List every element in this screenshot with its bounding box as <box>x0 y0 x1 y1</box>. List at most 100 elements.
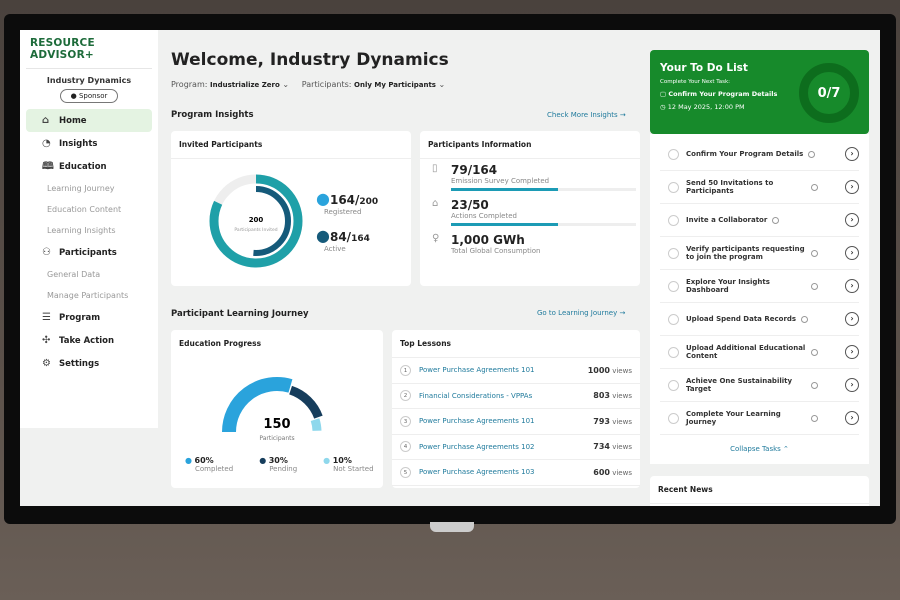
help-icon <box>811 381 818 389</box>
gauge-value: 150 <box>263 417 290 432</box>
sidebar-item-label: Insights <box>59 138 98 149</box>
help-icon <box>811 249 818 257</box>
task-checkbox[interactable] <box>668 379 679 391</box>
task-item[interactable]: Explore Your Insights Dashboard › <box>660 270 859 303</box>
task-checkbox[interactable] <box>668 181 679 193</box>
top-lessons-card: Top Lessons 1 Power Purchase Agreements 1… <box>392 330 640 488</box>
lesson-row[interactable]: 2 Financial Considerations - VPPAs 803 vie… <box>392 384 640 409</box>
task-item[interactable]: Upload Spend Data Records › <box>660 303 859 336</box>
task-item[interactable]: Upload Additional Educational Content › <box>660 336 859 369</box>
next-task[interactable]: ▢ Confirm Your Program Details <box>660 90 778 98</box>
house-icon: ⌂ <box>432 198 439 209</box>
next-task-label: Complete Your Next Task: <box>660 79 731 85</box>
card-title: Invited Participants <box>171 131 411 159</box>
list-icon: ☰ <box>42 312 51 323</box>
chevron-right-icon[interactable]: › <box>845 312 859 326</box>
sidebar-subitem[interactable]: General Data <box>47 270 101 279</box>
help-icon <box>801 315 809 323</box>
participants-select[interactable]: Only My Participants <box>354 81 436 89</box>
progress-bar <box>451 223 636 226</box>
task-checkbox[interactable] <box>668 247 679 259</box>
task-item[interactable]: Send 50 Invitations to Participants › <box>660 171 859 204</box>
chevron-right-icon[interactable]: › <box>845 411 859 425</box>
chevron-right-icon[interactable]: › <box>845 279 859 293</box>
check-more-insights-link[interactable]: Check More Insights → <box>547 111 626 119</box>
task-checkbox[interactable] <box>668 313 679 325</box>
sidebar-item-label: Participants <box>59 247 117 258</box>
info-stat: ▯ 79/164 Emission Survey Completed <box>432 163 640 191</box>
todo-list: Confirm Your Program Details › Send 50 Inv… <box>650 134 869 464</box>
help-icon <box>811 183 818 191</box>
participants-label: Participants: <box>301 80 352 89</box>
sidebar-item[interactable]: ⚙ Settings <box>26 352 152 375</box>
home-icon: ⌂ <box>42 115 50 126</box>
sidebar-subitem[interactable]: Learning Journey <box>47 184 115 193</box>
users-icon: ⚇ <box>42 247 51 258</box>
task-checkbox[interactable] <box>668 412 679 424</box>
sidebar: RESOURCE ADVISOR+ Industry Dynamics ● Sp… <box>20 30 158 428</box>
section-title: Participant Learning Journey <box>171 309 309 319</box>
todo-title: Your To Do List <box>660 62 748 74</box>
recent-news-card: Recent News <box>650 476 869 506</box>
sidebar-item[interactable]: ✣ Take Action <box>26 329 152 352</box>
sidebar-subitem[interactable]: Education Content <box>47 205 122 214</box>
program-select[interactable]: Industrialize Zero <box>210 81 280 89</box>
sidebar-item[interactable]: ⌂ Home <box>26 109 152 132</box>
collapse-tasks-button[interactable]: Collapse Tasks ⌃ <box>730 445 789 453</box>
sidebar-subitem[interactable]: Learning Insights <box>47 226 116 235</box>
center-value: 200 <box>249 216 264 224</box>
registered-arc <box>209 174 303 268</box>
sidebar-item[interactable]: ☰ Program <box>26 306 152 329</box>
chevron-right-icon[interactable]: › <box>845 180 859 194</box>
lesson-row[interactable]: 4 Power Purchase Agreements 102 734 views <box>392 435 640 460</box>
active-stat: ●84/164 Active <box>316 226 370 253</box>
card-title: Top Lessons <box>392 330 640 358</box>
task-item[interactable]: Complete Your Learning Journey › <box>660 402 859 435</box>
chevron-right-icon[interactable]: › <box>845 246 859 260</box>
go-to-learning-journey-link[interactable]: Go to Learning Journey → <box>537 309 626 317</box>
screen: RESOURCE ADVISOR+ Industry Dynamics ● Sp… <box>20 30 880 506</box>
sidebar-item-label: Education <box>59 161 107 172</box>
task-checkbox[interactable] <box>668 346 679 358</box>
sidebar-item[interactable]: 🕮 Education <box>26 155 152 178</box>
info-stat: ⌂ 23/50 Actions Completed <box>432 198 640 226</box>
task-item[interactable]: Invite a Collaborator › <box>660 204 859 237</box>
puzzle-icon: ✣ <box>42 335 51 346</box>
sidebar-item[interactable]: ◔ Insights <box>26 132 152 155</box>
lesson-row[interactable]: 3 Power Purchase Agreements 101 793 views <box>392 409 640 435</box>
lesson-row[interactable]: 1 Power Purchase Agreements 101 1000 views <box>392 358 640 384</box>
task-item[interactable]: Confirm Your Program Details › <box>660 138 859 171</box>
role-badge[interactable]: ● Sponsor <box>60 89 118 103</box>
chevron-right-icon[interactable]: › <box>845 345 859 359</box>
chart-icon: ◔ <box>42 138 51 149</box>
task-checkbox[interactable] <box>668 214 679 226</box>
task-checkbox[interactable] <box>668 148 679 160</box>
help-icon <box>772 216 780 224</box>
todo-progress-ring: 0/7 <box>799 63 859 123</box>
center-label: Participants Invited <box>234 227 277 233</box>
sidebar-item[interactable]: ⚇ Participants <box>26 241 152 264</box>
info-stat: ♀ 1,000 GWh Total Global Consumption <box>432 233 541 255</box>
task-checkbox[interactable] <box>668 280 679 292</box>
clipboard-icon: ▯ <box>432 163 438 174</box>
monitor-stand <box>430 522 474 532</box>
task-item[interactable]: Verify participants requesting to join t… <box>660 237 859 270</box>
chevron-down-icon: ⌄ <box>282 80 290 89</box>
logo: RESOURCE ADVISOR+ <box>30 37 95 61</box>
chevron-right-icon[interactable]: › <box>845 378 859 392</box>
lesson-row[interactable]: 5 Power Purchase Agreements 103 600 views <box>392 460 640 486</box>
chevron-right-icon[interactable]: › <box>845 147 859 161</box>
sidebar-item-label: Take Action <box>59 335 115 346</box>
sidebar-subitem[interactable]: Manage Participants <box>47 291 129 300</box>
chevron-right-icon[interactable]: › <box>845 213 859 227</box>
education-gauge: 150 Participants <box>222 377 323 442</box>
gauge-segment-completed <box>222 377 293 433</box>
sidebar-item-label: Settings <box>59 358 100 369</box>
book-icon: 🕮 <box>42 161 54 172</box>
task-item[interactable]: Achieve One Sustainability Target › <box>660 369 859 402</box>
page-title: Welcome, Industry Dynamics <box>171 50 449 70</box>
legend-item: ● 10% Not Started <box>323 456 374 473</box>
org-name: Industry Dynamics <box>46 76 132 85</box>
todo-header: Your To Do List Complete Your Next Task:… <box>650 50 869 134</box>
invited-donut: 200 Participants Invited <box>209 174 303 268</box>
